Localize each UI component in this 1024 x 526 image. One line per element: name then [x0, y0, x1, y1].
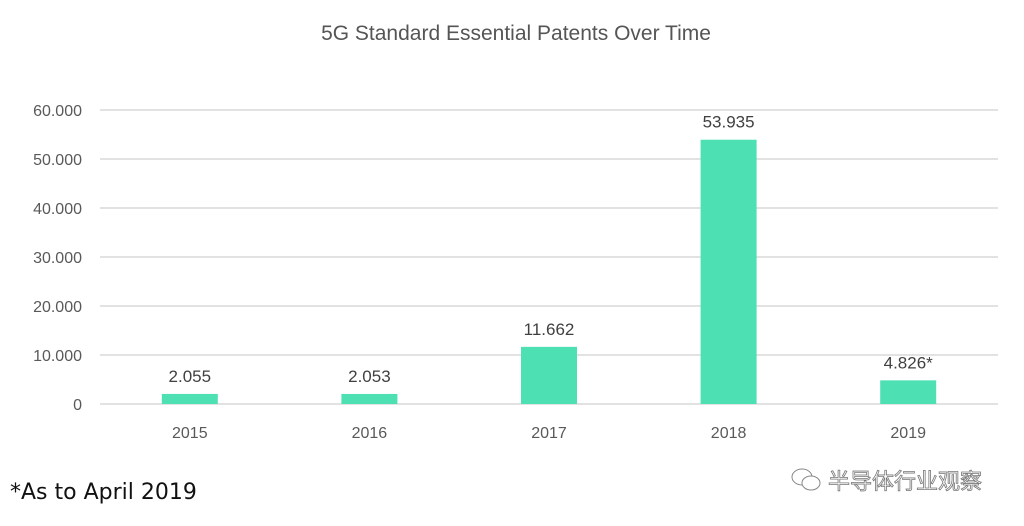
y-tick-label: 60.000	[33, 103, 82, 120]
x-tick-label: 2017	[531, 425, 567, 442]
y-tick-label: 40.000	[33, 201, 82, 218]
bar-chart: 5G Standard Essential Patents Over Time …	[33, 22, 998, 442]
data-label: 53.935	[703, 113, 755, 132]
y-tick-label: 10.000	[33, 348, 82, 365]
chart-title: 5G Standard Essential Patents Over Time	[321, 22, 711, 45]
data-label: 2.053	[348, 367, 391, 386]
bar	[341, 393, 398, 404]
bar	[521, 346, 577, 404]
x-tick-label: 2015	[172, 425, 208, 442]
wechat-icon	[791, 468, 821, 491]
watermark-text: 半导体行业观察	[828, 470, 983, 496]
x-tick-label: 2019	[890, 425, 926, 442]
data-label: 4.826*	[884, 353, 934, 372]
y-tick-label: 30.000	[33, 250, 82, 267]
x-tick-label: 2016	[352, 425, 388, 442]
y-tick-label: 20.000	[33, 299, 82, 316]
data-label: 11.662	[524, 320, 575, 339]
bar	[700, 139, 757, 404]
bar	[880, 380, 937, 404]
watermark: 半导体行业观察	[790, 464, 982, 496]
data-label: 2.055	[169, 367, 212, 386]
footnote: *As to April 2019	[10, 480, 197, 505]
x-tick-label: 2018	[711, 425, 747, 442]
y-tick-label: 0	[73, 397, 82, 414]
bar	[161, 393, 218, 404]
y-tick-label: 50.000	[33, 152, 82, 169]
